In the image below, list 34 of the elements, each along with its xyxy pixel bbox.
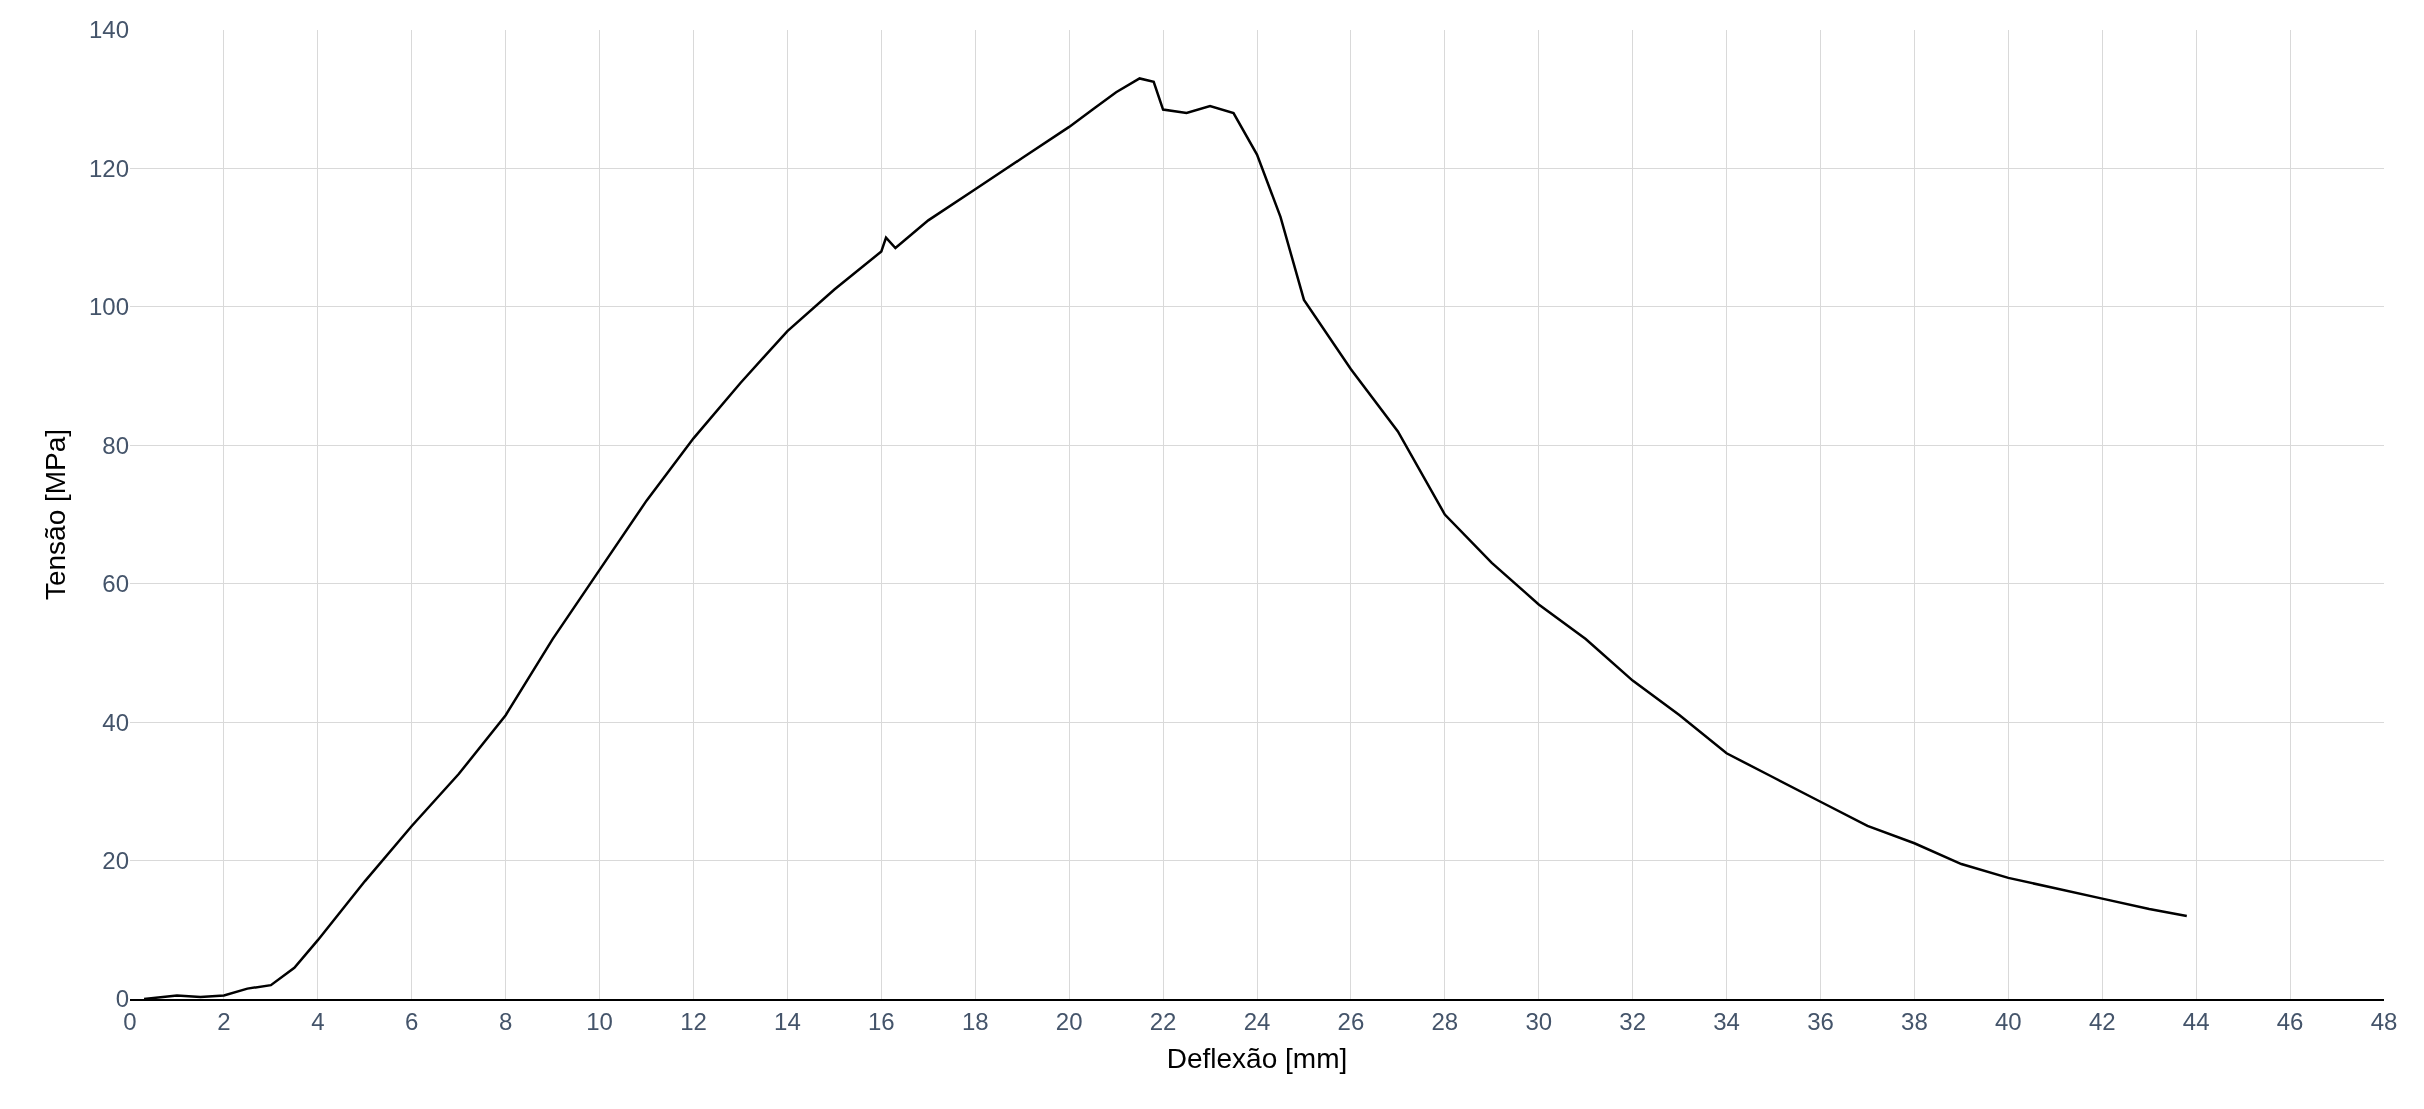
x-tick-label: 10 [586,1007,613,1035]
y-tick-label: 0 [115,985,129,1013]
x-tick-label: 32 [1619,1007,1647,1035]
y-tick-label: 40 [102,708,129,736]
x-tick-label: 20 [1055,1007,1083,1035]
x-tick-label: 44 [2182,1007,2210,1035]
y-tick-label: 60 [102,570,129,598]
x-tick-label: 12 [680,1007,707,1035]
x-tick-label: 30 [1525,1007,1553,1035]
x-tick-label: 18 [961,1007,989,1035]
x-tick-label: 46 [2276,1007,2304,1035]
y-tick-label: 120 [88,154,129,182]
x-tick-label: 4 [311,1007,325,1035]
x-tick-label: 24 [1243,1007,1271,1035]
y-tick-label: 20 [102,846,129,874]
x-tick-label: 14 [774,1007,801,1035]
x-axis-title: Deflexão [mm] [1166,1043,1348,1075]
x-tick-label: 36 [1807,1007,1834,1035]
x-tick-label: 48 [2370,1007,2398,1035]
x-tick-label: 40 [1994,1007,2022,1035]
y-tick-label: 140 [88,16,129,44]
y-tick-label: 80 [102,431,129,459]
x-tick-label: 16 [867,1007,895,1035]
x-tick-label: 2 [217,1007,231,1035]
x-tick-label: 28 [1431,1007,1459,1035]
x-tick-label: 42 [2088,1007,2116,1035]
x-tick-label: 6 [405,1007,419,1035]
x-tick-label: 26 [1337,1007,1365,1035]
x-tick-label: 22 [1149,1007,1177,1035]
x-tick-label: 38 [1901,1007,1928,1035]
x-tick-label: 34 [1713,1007,1740,1035]
y-tick-label: 100 [88,293,129,321]
y-axis-title: Tensão [MPa] [39,428,71,601]
x-tick-label: 8 [498,1007,513,1035]
